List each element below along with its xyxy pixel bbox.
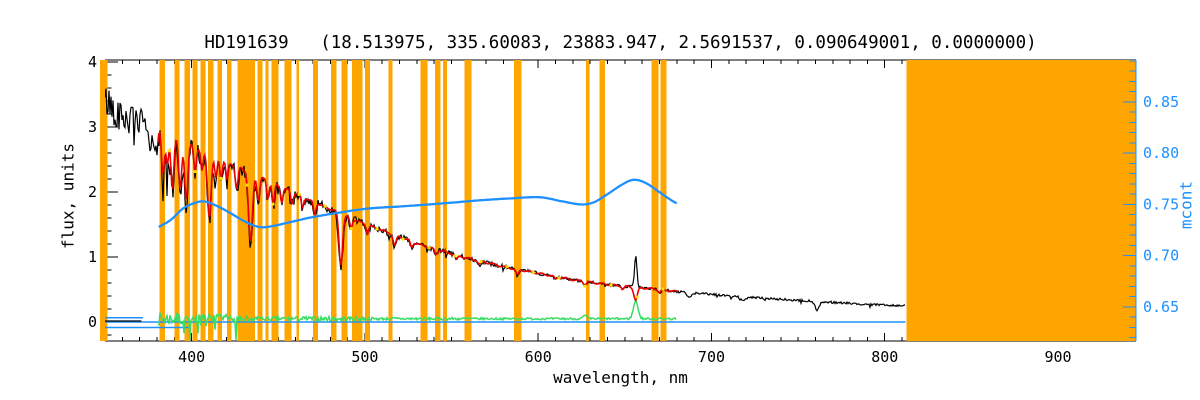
masked-band [442, 60, 448, 341]
mcont-curve [158, 178, 678, 229]
y-right-tick-labels: 0.65 0.70 0.75 0.80 0.85 [1143, 93, 1179, 316]
fit-marker [297, 192, 301, 196]
masked-band [257, 60, 263, 341]
y-axis-label-mcont: mcont [1176, 180, 1196, 230]
masked-band [159, 60, 165, 341]
x-tick-label: 600 [525, 348, 552, 366]
fit-marker [401, 237, 405, 241]
masked-band [364, 60, 371, 341]
fit-marker [271, 202, 275, 206]
y-left-tick-label: 4 [88, 53, 97, 71]
masked-band [100, 60, 108, 341]
x-axis-label: wavelength, nm [553, 368, 688, 387]
masked-band [651, 60, 659, 341]
observed-spectrum-curve [105, 88, 906, 312]
masked-band [660, 60, 667, 341]
masked-band [420, 60, 428, 341]
fit-marker [375, 227, 379, 231]
plot-title: HD191639 (18.513975, 335.60083, 23883.94… [204, 33, 1037, 53]
fit-marker [661, 287, 665, 291]
masked-band [435, 60, 441, 341]
fit-marker [453, 254, 457, 258]
fit-marker [349, 226, 353, 230]
y-left-tick-label: 3 [88, 118, 97, 136]
masked-band [312, 60, 319, 341]
masked-band [265, 60, 269, 341]
x-tick-label: 500 [351, 348, 378, 366]
masked-band [192, 60, 198, 341]
masked-band [585, 60, 590, 341]
masked-band [351, 60, 363, 341]
y-axis-label-flux: flux, units [58, 143, 78, 249]
y-axis-right [1123, 60, 1137, 341]
masked-band [331, 60, 337, 341]
fit-marker [557, 276, 561, 280]
fit-marker [323, 204, 327, 208]
template-fit-curve [157, 131, 679, 302]
fit-marker [219, 176, 223, 180]
fit-marker [479, 260, 483, 264]
y-right-tick-label: 0.80 [1143, 144, 1179, 162]
x-tick-label: 900 [1044, 348, 1071, 366]
axis-tick-labels: 400 500 600 700 800 900 0 1 2 3 4 [88, 53, 1072, 366]
fit-marker [583, 284, 587, 288]
fit-marker [193, 170, 197, 174]
fit-marker [245, 183, 249, 187]
y-left-tick-label: 2 [88, 183, 97, 201]
masked-band [906, 60, 1136, 341]
masked-band [174, 60, 180, 341]
fit-marker [635, 295, 639, 299]
masked-band [388, 60, 393, 341]
masked-band [227, 60, 232, 341]
y-right-tick-label: 0.75 [1143, 195, 1179, 213]
x-tick-label: 800 [871, 348, 898, 366]
y-right-tick-label: 0.70 [1143, 247, 1179, 265]
y-left-tick-label: 0 [88, 313, 97, 331]
masked-band [513, 60, 522, 341]
masked-band [284, 60, 292, 341]
fit-marker [167, 149, 171, 153]
curves [105, 88, 906, 341]
fit-marker [505, 265, 509, 269]
fit-marker [609, 283, 613, 287]
fit-marker [531, 270, 535, 274]
fit-marker [427, 246, 431, 250]
masked-band [341, 60, 348, 341]
masked-band [237, 60, 255, 341]
masked-band [599, 60, 605, 341]
y-left-tick-label: 1 [88, 248, 97, 266]
y-right-tick-label: 0.85 [1143, 93, 1179, 111]
fit-markers [167, 149, 665, 299]
residual-curve [157, 298, 677, 341]
y-right-tick-label: 0.65 [1143, 298, 1179, 316]
x-tick-label: 700 [698, 348, 725, 366]
masked-band [217, 60, 222, 341]
x-tick-label: 400 [178, 348, 205, 366]
